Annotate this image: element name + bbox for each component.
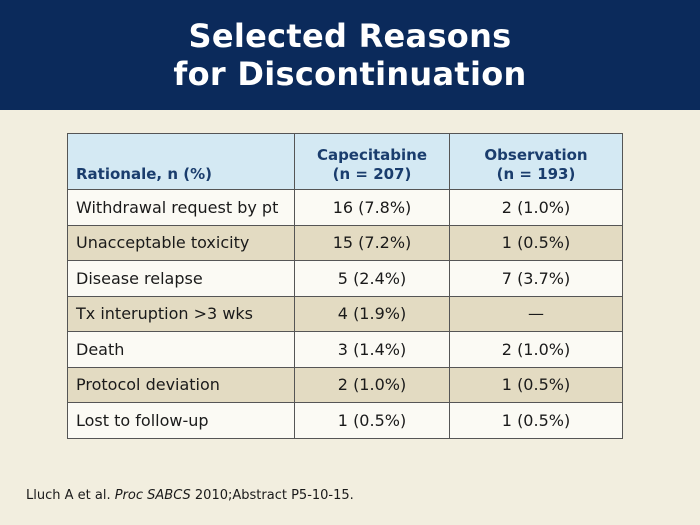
citation-authors: Lluch A et al. [26,488,115,503]
cell-capecitabine: 5 (2.4%) [294,260,450,297]
citation: Lluch A et al. Proc SABCS 2010;Abstract … [26,488,354,503]
header-capecitabine-n: (n = 207) [332,165,412,183]
cell-capecitabine: 16 (7.8%) [294,189,450,226]
header-capecitabine-name: Capecitabine [316,146,428,164]
cell-capecitabine: 15 (7.2%) [294,224,450,261]
cell-rationale: Tx interuption >3 wks [67,295,295,332]
cell-observation: 2 (1.0%) [449,331,623,368]
slide-title-line-1: Selected Reasons [188,17,512,55]
header-observation-name: Observation [484,146,588,164]
cell-capecitabine: 2 (1.0%) [294,366,450,403]
cell-rationale: Withdrawal request by pt [67,189,295,226]
cell-observation: 1 (0.5%) [449,366,623,403]
cell-observation: 7 (3.7%) [449,260,623,297]
cell-rationale: Death [67,331,295,368]
citation-journal: Proc SABCS [114,488,191,503]
cell-rationale: Unacceptable toxicity [67,224,295,261]
cell-observation: 1 (0.5%) [449,224,623,261]
header-row: Rationale, n (%) Capecitabine (n = 207) … [67,133,623,190]
table-header: Rationale, n (%) Capecitabine (n = 207) … [67,133,623,190]
cell-capecitabine: 3 (1.4%) [294,331,450,368]
cell-rationale: Lost to follow-up [67,402,295,439]
table-row: Protocol deviation 2 (1.0%) 1 (0.5%) [67,366,623,403]
header-rationale: Rationale, n (%) [67,133,295,190]
table-row: Tx interuption >3 wks 4 (1.9%) — [67,295,623,332]
cell-capecitabine: 1 (0.5%) [294,402,450,439]
header-observation: Observation (n = 193) [449,133,623,190]
title-banner: Selected Reasons for Discontinuation [0,0,700,110]
table-row: Lost to follow-up 1 (0.5%) 1 (0.5%) [67,402,623,439]
table-row: Unacceptable toxicity 15 (7.2%) 1 (0.5%) [67,224,623,261]
cell-rationale: Protocol deviation [67,366,295,403]
discontinuation-table-container: Rationale, n (%) Capecitabine (n = 207) … [67,133,623,439]
cell-observation: — [449,295,623,332]
table-row: Withdrawal request by pt 16 (7.8%) 2 (1.… [67,189,623,226]
slide-title-line-2: for Discontinuation [173,55,527,93]
table-body: Withdrawal request by pt 16 (7.8%) 2 (1.… [67,189,623,439]
table-row: Disease relapse 5 (2.4%) 7 (3.7%) [67,260,623,297]
header-observation-n: (n = 193) [496,165,576,183]
cell-capecitabine: 4 (1.9%) [294,295,450,332]
cell-observation: 2 (1.0%) [449,189,623,226]
cell-observation: 1 (0.5%) [449,402,623,439]
discontinuation-table: Rationale, n (%) Capecitabine (n = 207) … [67,133,623,439]
cell-rationale: Disease relapse [67,260,295,297]
citation-details: 2010;Abstract P5-10-15. [190,488,354,503]
table-row: Death 3 (1.4%) 2 (1.0%) [67,331,623,368]
header-capecitabine: Capecitabine (n = 207) [294,133,450,190]
